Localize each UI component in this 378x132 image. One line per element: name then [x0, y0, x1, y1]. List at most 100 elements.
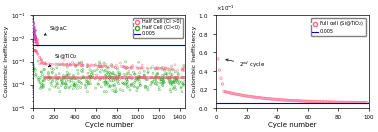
Point: [101, 81, 107, 83]
Point: [254, 96, 260, 99]
Point: [117, 73, 123, 76]
Point: [124, 78, 130, 80]
Point: [64, 63, 70, 65]
Point: [83, 87, 89, 89]
Point: [130, 64, 136, 67]
Point: [125, 77, 131, 79]
Point: [49, 72, 55, 74]
Point: [41, 77, 47, 79]
Point: [172, 77, 178, 79]
Point: [166, 76, 172, 79]
Point: [64, 77, 70, 79]
Point: [154, 67, 160, 70]
Point: [105, 77, 112, 79]
Point: [174, 77, 180, 79]
Point: [110, 80, 116, 82]
Point: [32, 73, 38, 75]
Point: [180, 69, 186, 71]
Point: [299, 100, 305, 102]
Point: [172, 77, 178, 79]
Point: [150, 72, 156, 74]
Point: [180, 68, 186, 70]
Point: [220, 83, 226, 85]
Point: [34, 52, 40, 54]
Point: [55, 87, 61, 89]
Point: [49, 71, 55, 73]
Point: [179, 76, 185, 78]
Point: [30, 32, 36, 34]
Point: [161, 68, 167, 70]
Point: [50, 79, 56, 81]
Point: [265, 98, 271, 100]
Point: [56, 63, 62, 65]
Point: [72, 64, 78, 66]
Point: [40, 80, 46, 82]
Point: [99, 69, 105, 71]
Point: [55, 77, 61, 79]
Point: [168, 76, 174, 78]
Point: [155, 66, 161, 68]
Point: [154, 84, 160, 86]
Point: [115, 77, 121, 79]
Point: [32, 37, 38, 39]
Point: [224, 91, 230, 93]
Point: [115, 77, 121, 79]
Point: [151, 77, 157, 79]
Point: [178, 77, 184, 79]
Point: [112, 77, 118, 79]
Point: [247, 95, 253, 98]
Point: [82, 77, 88, 79]
Point: [61, 77, 67, 79]
Point: [165, 76, 171, 79]
Point: [75, 77, 81, 79]
Point: [96, 77, 102, 79]
Point: [160, 66, 166, 68]
Point: [93, 63, 99, 66]
Point: [179, 68, 185, 70]
Point: [33, 38, 39, 40]
Point: [121, 77, 127, 79]
Point: [136, 67, 143, 69]
Point: [114, 77, 120, 80]
Point: [127, 77, 133, 79]
Point: [30, 30, 36, 32]
Point: [31, 50, 37, 52]
Point: [356, 102, 363, 104]
Point: [334, 101, 340, 103]
Point: [49, 81, 55, 83]
Point: [103, 74, 109, 76]
Point: [155, 72, 161, 74]
Point: [64, 64, 70, 66]
Point: [85, 82, 91, 84]
Point: [88, 76, 94, 79]
Point: [88, 64, 94, 66]
Point: [40, 62, 46, 65]
Point: [156, 77, 162, 79]
Point: [72, 84, 78, 87]
Point: [116, 75, 122, 77]
Point: [30, 31, 36, 33]
Point: [31, 30, 37, 32]
Point: [167, 70, 173, 73]
Point: [110, 71, 116, 74]
Point: [37, 63, 43, 65]
Point: [178, 77, 184, 79]
Point: [127, 77, 133, 79]
Point: [40, 84, 46, 86]
Point: [143, 77, 149, 79]
Point: [130, 82, 136, 84]
Point: [55, 63, 61, 66]
Point: [139, 77, 145, 79]
Point: [144, 67, 150, 69]
Point: [171, 77, 177, 79]
Point: [171, 81, 177, 83]
Point: [35, 54, 41, 56]
Point: [109, 66, 115, 68]
Point: [142, 77, 148, 79]
Point: [130, 77, 136, 79]
Point: [60, 64, 67, 66]
Point: [180, 84, 186, 86]
Point: [129, 84, 135, 86]
Point: [105, 67, 111, 69]
Point: [153, 79, 159, 81]
